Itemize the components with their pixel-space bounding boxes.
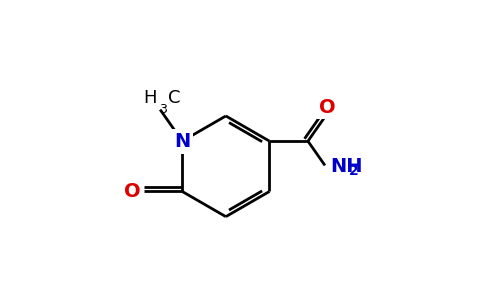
Text: NH: NH (330, 158, 363, 176)
Text: O: O (124, 182, 141, 201)
Text: N: N (174, 132, 190, 151)
Text: 3: 3 (159, 103, 166, 116)
Text: O: O (319, 98, 335, 118)
Text: C: C (168, 89, 181, 107)
Text: H: H (144, 89, 157, 107)
Text: 2: 2 (349, 164, 359, 178)
